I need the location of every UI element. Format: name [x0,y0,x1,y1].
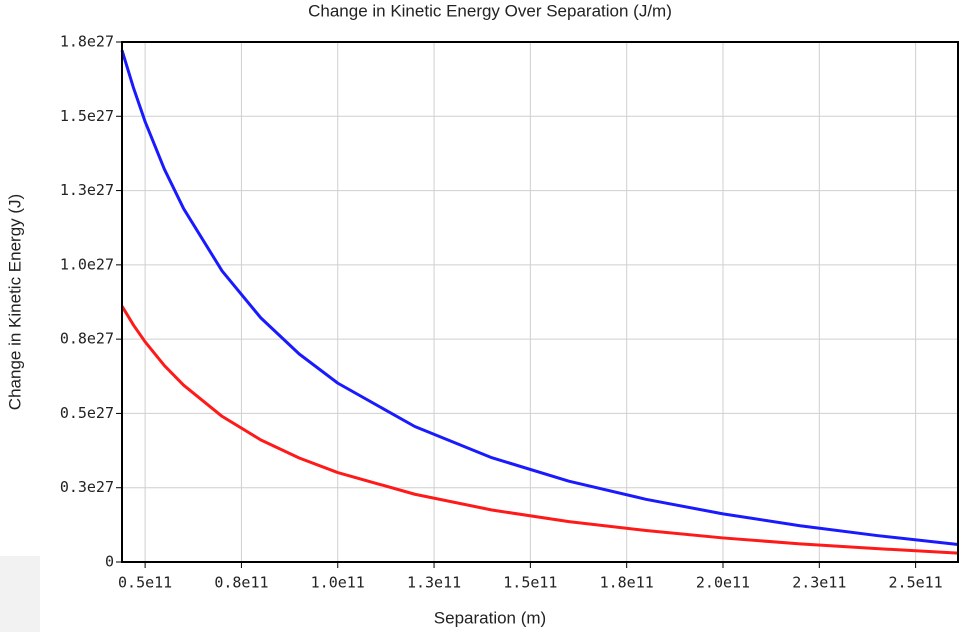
y-tick-label: 1.8e27 [60,33,114,51]
x-tick-label: 0.5e11 [118,574,172,592]
chart-title: Change in Kinetic Energy Over Separation… [308,1,672,20]
y-tick-label: 0.8e27 [60,330,114,348]
x-tick-label: 1.0e11 [311,574,365,592]
y-axis-label: Change in Kinetic Energy (J) [5,194,24,410]
y-tick-label: 0.3e27 [60,478,114,496]
x-tick-label: 1.3e11 [407,574,461,592]
y-tick-label: 1.3e27 [60,181,114,199]
x-tick-label: 2.5e11 [889,574,943,592]
y-tick-label: 0 [105,553,114,571]
background-strip [0,556,40,632]
x-tick-label: 2.3e11 [792,574,846,592]
x-tick-label: 1.8e11 [600,574,654,592]
y-tick-label: 1.0e27 [60,255,114,273]
line-series [120,49,959,546]
x-tick-label: 1.5e11 [503,574,557,592]
x-tick-label: 0.8e11 [214,574,268,592]
x-tick-label: 2.0e11 [696,574,750,592]
x-axis-label: Separation (m) [434,608,546,627]
line-series [120,305,959,555]
y-tick-label: 0.5e27 [60,404,114,422]
plot-frame [121,41,959,563]
y-tick-label: 1.5e27 [60,107,114,125]
